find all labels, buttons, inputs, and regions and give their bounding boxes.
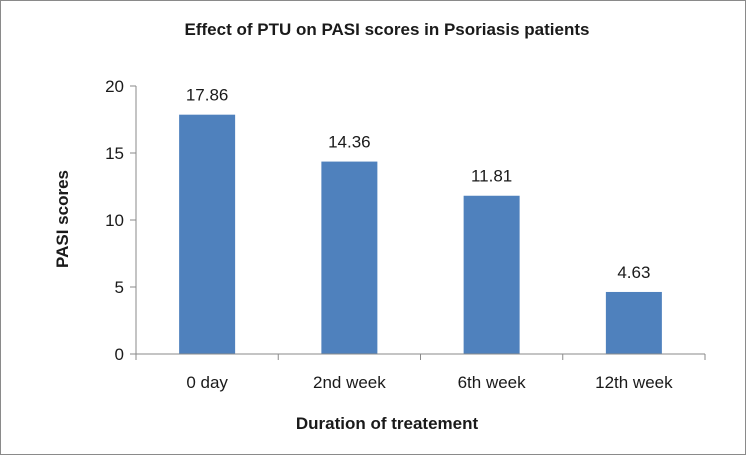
x-axis-label: Duration of treatement xyxy=(296,414,479,433)
x-tick-label: 2nd week xyxy=(313,373,386,392)
x-tick-label: 0 day xyxy=(186,373,228,392)
y-axis-label: PASI scores xyxy=(53,170,72,268)
y-tick-label: 0 xyxy=(115,345,124,364)
bars xyxy=(179,114,662,355)
x-tick-label: 6th week xyxy=(458,373,527,392)
data-label: 17.86 xyxy=(186,86,229,105)
y-tick-label: 15 xyxy=(105,144,124,163)
data-labels: 17.86 14.36 11.81 4.63 xyxy=(186,86,651,282)
y-tick-label: 5 xyxy=(115,278,124,297)
x-axis-ticks: 0 day 2nd week 6th week 12th week xyxy=(135,354,706,392)
x-tick-label: 12th week xyxy=(595,373,673,392)
y-tick-label: 10 xyxy=(105,211,124,230)
bar xyxy=(179,114,236,355)
data-label: 11.81 xyxy=(471,167,512,186)
y-tick-label: 20 xyxy=(105,77,124,96)
data-label: 14.36 xyxy=(328,133,371,152)
bar xyxy=(605,291,662,354)
bar xyxy=(463,195,520,354)
data-label: 4.63 xyxy=(617,263,650,282)
y-axis-ticks: 0 5 10 15 20 xyxy=(105,77,136,364)
bar xyxy=(321,161,378,354)
chart-title: Effect of PTU on PASI scores in Psoriasi… xyxy=(185,20,590,39)
